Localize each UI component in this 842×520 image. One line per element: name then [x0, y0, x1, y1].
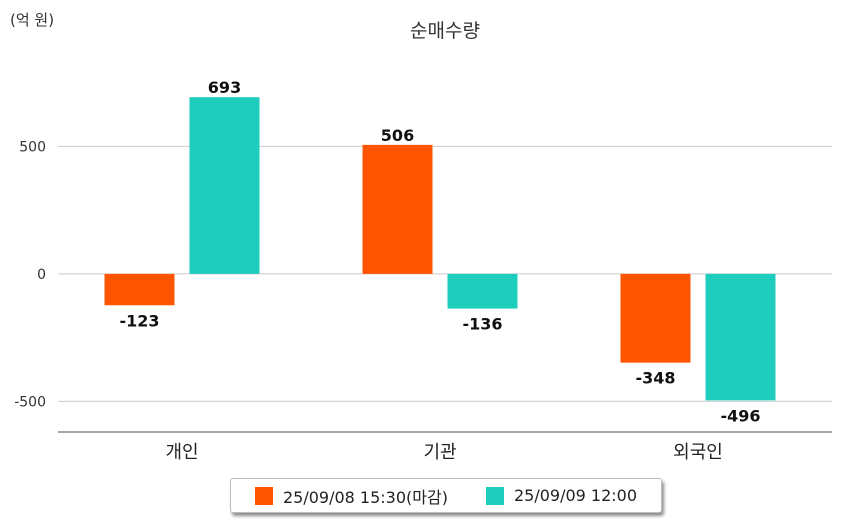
y-tick-label: 0 [37, 267, 46, 283]
unit-label: (억 원) [10, 11, 55, 29]
gridlines [58, 145, 832, 402]
legend-item-series-2[interactable]: 25/09/09 12:00 [485, 486, 638, 505]
legend-item-series-1[interactable]: 25/09/08 15:30(마감) [254, 484, 448, 508]
legend-swatch [485, 486, 504, 505]
bars [104, 97, 776, 401]
legend: 25/09/08 15:30(마감) 25/09/09 12:00 [230, 478, 662, 513]
axes: 500 0 -500 개인 기관 외국인 [14, 139, 832, 463]
data-label: -136 [462, 315, 502, 334]
data-label: -348 [635, 369, 675, 388]
legend-label: 25/09/09 12:00 [513, 486, 638, 505]
data-labels: -123 693 506 -136 -348 -496 [119, 78, 760, 425]
y-tick-label: 500 [19, 139, 46, 155]
x-tick-label: 기관 [423, 442, 456, 463]
bar [104, 273, 175, 306]
bar [362, 144, 433, 274]
chart-title: 순매수량 [410, 20, 480, 42]
bar [189, 97, 260, 274]
bar [705, 273, 776, 401]
legend-swatch [254, 486, 273, 505]
bar [620, 273, 691, 363]
y-tick-label: -500 [14, 394, 46, 410]
x-tick-label: 외국인 [673, 442, 723, 463]
bar [447, 273, 518, 309]
x-tick-label: 개인 [165, 442, 198, 463]
data-label: -496 [720, 406, 760, 425]
legend-label: 25/09/08 15:30(마감) [282, 487, 448, 507]
data-label: -123 [119, 311, 159, 330]
data-label: 693 [208, 78, 241, 97]
data-label: 506 [381, 126, 414, 145]
